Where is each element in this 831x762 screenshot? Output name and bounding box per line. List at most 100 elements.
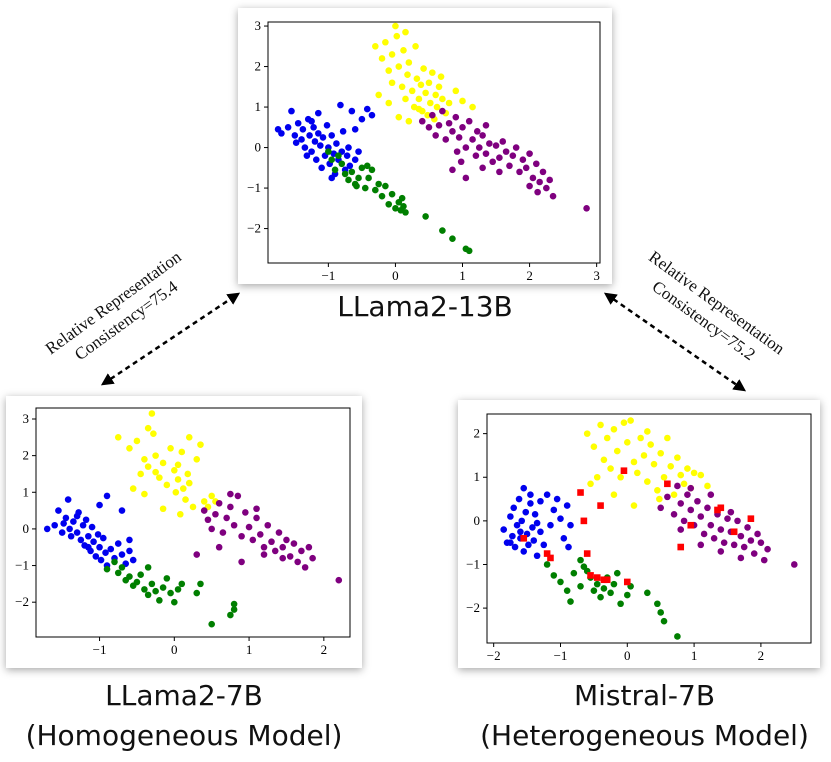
point-blue — [284, 124, 292, 131]
point-blue — [88, 523, 96, 531]
point-yellow — [439, 95, 446, 103]
point-green — [341, 170, 349, 178]
point-blue — [348, 107, 356, 115]
point-blue — [527, 500, 534, 507]
caption-mistral-7b-title: Mistral-7B — [573, 679, 716, 712]
x-tick-label: −2 — [487, 648, 501, 663]
point-blue — [520, 548, 528, 555]
point-green — [114, 569, 122, 577]
point-blue — [312, 156, 320, 164]
point-purple — [283, 536, 290, 544]
point-purple — [227, 503, 234, 511]
point-purple — [549, 192, 557, 200]
point-yellow — [425, 79, 433, 87]
point-red — [583, 550, 591, 557]
point-purple — [212, 510, 219, 518]
point-blue — [333, 140, 340, 147]
point-purple — [502, 148, 510, 155]
point-purple — [193, 551, 201, 558]
point-green — [133, 578, 141, 586]
point-purple — [734, 517, 741, 525]
point-purple — [499, 138, 507, 145]
x-tick-label: 3 — [593, 268, 600, 283]
point-yellow — [385, 67, 393, 74]
point-yellow — [593, 473, 601, 481]
point-blue — [107, 545, 115, 553]
point-purple — [215, 499, 223, 507]
point-blue — [527, 491, 534, 498]
point-green — [567, 598, 574, 605]
point-green — [348, 168, 356, 176]
point-purple — [496, 154, 503, 161]
point-yellow — [677, 471, 685, 479]
point-purple — [677, 500, 685, 507]
point-purple — [469, 136, 476, 143]
point-green — [422, 213, 429, 220]
caption-mistral-7b-subtitle: (Heterogeneous Model) — [480, 719, 809, 752]
caption-llama2-7b-subtitle: (Homogeneous Model) — [25, 719, 343, 752]
point-purple — [750, 550, 758, 557]
point-blue — [308, 148, 315, 155]
scatter-plot-mistral-7b: −2 −1 0 1 2 −2 −1 0 1 2 — [466, 413, 812, 663]
point-yellow — [378, 55, 386, 62]
point-purple — [760, 556, 768, 564]
point-green — [654, 600, 661, 608]
point-blue — [102, 549, 109, 557]
x-tick-label: 0 — [624, 648, 631, 663]
point-blue — [79, 521, 87, 529]
point-green — [372, 186, 379, 194]
point-purple — [275, 529, 283, 536]
point-purple — [512, 144, 520, 151]
point-green — [178, 580, 186, 588]
point-blue — [291, 132, 299, 139]
point-purple — [526, 150, 533, 157]
point-yellow — [185, 434, 193, 441]
point-blue — [58, 529, 66, 536]
point-green — [325, 148, 332, 155]
point-yellow — [395, 113, 403, 121]
point-red — [520, 535, 528, 542]
point-blue — [64, 496, 72, 503]
point-blue — [531, 511, 539, 518]
point-blue — [363, 105, 371, 113]
point-yellow — [674, 454, 681, 461]
point-blue — [67, 532, 75, 540]
point-blue — [515, 495, 523, 503]
point-yellow — [445, 99, 453, 107]
point-blue — [126, 547, 133, 555]
point-yellow — [398, 83, 406, 91]
point-yellow — [417, 81, 425, 89]
point-yellow — [637, 434, 644, 442]
point-purple — [256, 531, 264, 538]
point-blue — [537, 528, 544, 536]
point-yellow — [388, 51, 396, 58]
point-yellow — [704, 482, 711, 490]
point-purple — [253, 514, 260, 522]
point-purple — [737, 554, 745, 562]
point-purple — [496, 168, 503, 176]
point-blue — [94, 531, 102, 538]
point-yellow — [152, 468, 159, 476]
point-yellow — [174, 461, 182, 469]
point-blue — [513, 521, 521, 529]
point-yellow — [627, 417, 634, 424]
point-yellow — [114, 434, 122, 441]
point-blue — [565, 543, 572, 551]
point-yellow — [372, 43, 379, 50]
point-blue — [567, 521, 574, 529]
point-yellow — [610, 425, 618, 433]
point-blue — [62, 514, 70, 522]
point-blue — [96, 543, 103, 551]
point-green — [657, 609, 664, 616]
point-purple — [204, 516, 212, 524]
point-blue — [129, 556, 137, 564]
point-yellow — [208, 492, 215, 500]
point-blue — [96, 501, 103, 509]
point-yellow — [172, 488, 180, 496]
point-yellow — [150, 430, 157, 437]
point-purple — [445, 119, 453, 127]
point-blue — [323, 121, 331, 129]
point-red — [543, 550, 551, 557]
point-yellow — [435, 83, 443, 91]
point-yellow — [654, 487, 661, 494]
